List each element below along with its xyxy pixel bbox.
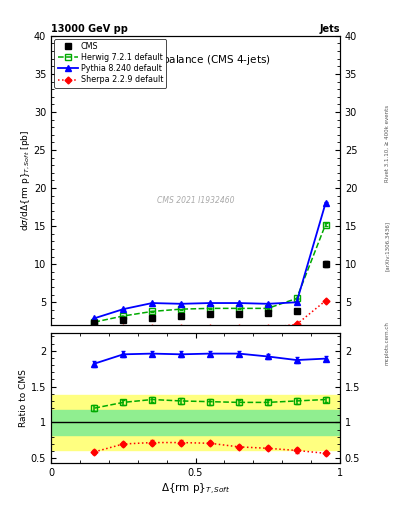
Text: [arXiv:1306.3436]: [arXiv:1306.3436] — [385, 221, 389, 271]
Text: Jets: Jets — [320, 25, 340, 34]
Text: CMS 2021 I1932460: CMS 2021 I1932460 — [157, 196, 234, 205]
Y-axis label: d$\sigma$/d$\Delta\{$rm p$\}_{T,Soft}$ [pb]: d$\sigma$/d$\Delta\{$rm p$\}_{T,Soft}$ [… — [20, 130, 32, 231]
Text: Rivet 3.1.10, ≥ 400k events: Rivet 3.1.10, ≥ 400k events — [385, 105, 389, 182]
Bar — [51, 395, 340, 450]
Y-axis label: Ratio to CMS: Ratio to CMS — [19, 369, 28, 427]
Text: mcplots.cern.ch: mcplots.cern.ch — [385, 321, 389, 365]
Legend: CMS, Herwig 7.2.1 default, Pythia 8.240 default, Sherpa 2.2.9 default: CMS, Herwig 7.2.1 default, Pythia 8.240 … — [54, 39, 167, 88]
Text: 13000 GeV pp: 13000 GeV pp — [51, 25, 128, 34]
Bar — [51, 410, 340, 435]
X-axis label: $\Delta\{$rm p$\}_{T,Soft}$: $\Delta\{$rm p$\}_{T,Soft}$ — [161, 482, 230, 498]
Text: Dijet $p_T$ balance (CMS 4-jets): Dijet $p_T$ balance (CMS 4-jets) — [120, 53, 271, 67]
